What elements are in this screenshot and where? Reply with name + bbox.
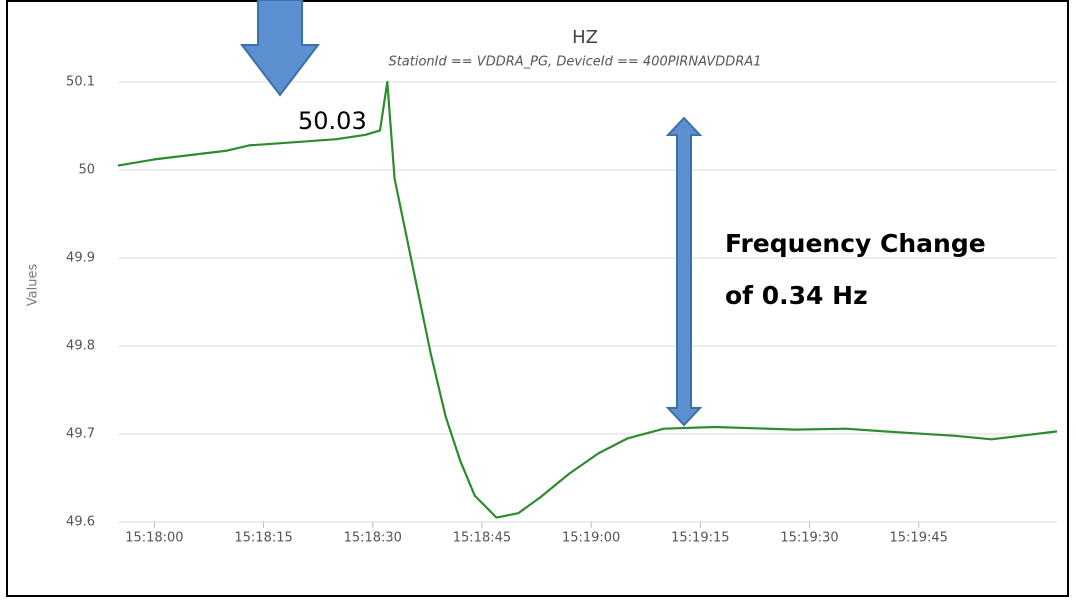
y-axis-label: Values bbox=[26, 264, 41, 307]
x-tick-label: 15:18:30 bbox=[344, 531, 402, 546]
annotations: 50.03 Frequency Change of 0.34 Hz bbox=[239, 0, 986, 427]
y-tick-label: 49.8 bbox=[66, 339, 95, 354]
y-tick-label: 50.1 bbox=[66, 75, 95, 90]
pointer-arrow bbox=[239, 0, 321, 97]
x-tick-label: 15:19:00 bbox=[562, 531, 620, 546]
range-arrow bbox=[665, 116, 703, 427]
y-tick-label: 49.6 bbox=[66, 515, 95, 530]
series-line bbox=[117, 80, 1058, 519]
chart-title: HZ bbox=[572, 27, 598, 48]
x-tick-label: 15:18:45 bbox=[453, 531, 511, 546]
plot: 50.1 50 49.9 49.8 49.7 49.6 15:18:00 15:18:15 15… bbox=[66, 75, 1058, 546]
x-tick-label: 15:18:15 bbox=[234, 531, 292, 546]
y-tick-label: 50 bbox=[78, 163, 95, 178]
x-tick-label: 15:19:15 bbox=[671, 531, 729, 546]
change-annotation: of 0.34 Hz bbox=[725, 281, 868, 310]
chart-subtitle: StationId == VDDRA_PG, DeviceId == 400PI… bbox=[388, 55, 761, 70]
x-tick-label: 15:19:30 bbox=[780, 531, 838, 546]
change-annotation: Frequency Change bbox=[725, 229, 986, 258]
x-tick-label: 15:19:45 bbox=[890, 531, 948, 546]
y-tick-label: 49.7 bbox=[66, 427, 95, 442]
frame bbox=[6, 0, 1069, 597]
x-tick-label: 15:18:00 bbox=[125, 531, 183, 546]
value-annotation: 50.03 bbox=[298, 107, 367, 135]
y-tick-label: 49.9 bbox=[66, 251, 95, 266]
